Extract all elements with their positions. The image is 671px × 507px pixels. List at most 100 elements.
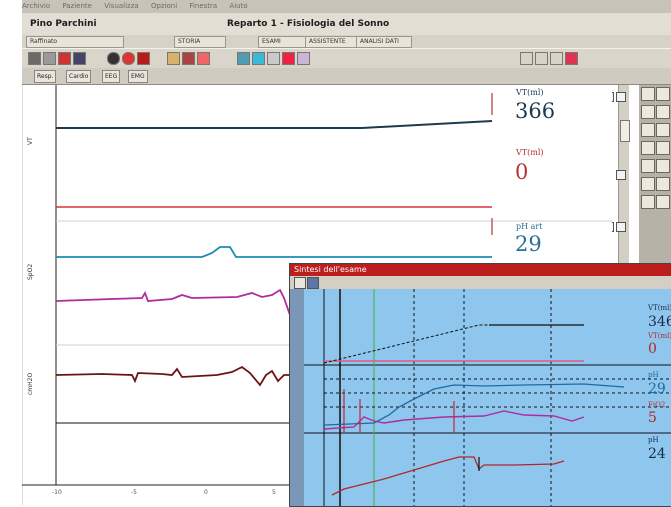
- side-tool-13-icon[interactable]: [641, 195, 655, 209]
- overlay-titlebar[interactable]: Sintesi dell'esame: [290, 264, 671, 276]
- channel-3-label: pH art: [516, 222, 543, 231]
- overlay-readout-2-value: 0: [648, 341, 657, 357]
- info-bar: Raffinato STORIA ESAMI ASSISTENTE ANALIS…: [22, 35, 671, 48]
- x-tick-2: -5: [131, 489, 137, 496]
- menu-opzioni[interactable]: Opzioni: [150, 2, 178, 10]
- circle-tool-icon[interactable]: [107, 52, 120, 65]
- fit-icon[interactable]: [550, 52, 563, 65]
- chart-icon[interactable]: [237, 52, 250, 65]
- grid-icon[interactable]: [252, 52, 265, 65]
- channel-1-value: 366: [515, 99, 556, 123]
- menu-visualizza[interactable]: Visualizza: [104, 2, 139, 10]
- overlay-readout-4-label: FiO2: [648, 401, 666, 409]
- flag-icon[interactable]: [565, 52, 578, 65]
- menu-bar: Archivio Paziente Visualizza Opzioni Fin…: [22, 0, 671, 13]
- overlay-plot-bg: [304, 289, 671, 506]
- tab-eeg[interactable]: EEG: [102, 70, 121, 83]
- info-seg-4[interactable]: ASSISTENTE: [305, 36, 361, 48]
- info-seg-1[interactable]: Raffinato: [26, 36, 124, 48]
- overlay-readout-3-value: 29: [648, 381, 666, 397]
- overlay-plot: [304, 289, 671, 506]
- side-tool-3-icon[interactable]: [641, 105, 655, 119]
- x-tick-3: 0: [204, 489, 208, 496]
- menu-archivio[interactable]: Archivio: [22, 2, 51, 10]
- y-label-2: SpO2: [27, 264, 34, 280]
- tools-icon[interactable]: [197, 52, 210, 65]
- toolbar: [22, 48, 671, 70]
- tab-resp[interactable]: Resp.: [34, 70, 57, 83]
- overlay-window[interactable]: Sintesi dell'esame VT(ml) 346 VT(ml) 0 p…: [289, 263, 671, 507]
- trace-oxygen: [56, 246, 492, 258]
- side-tool-9-icon[interactable]: [641, 159, 655, 173]
- info-seg-2[interactable]: STORIA: [174, 36, 226, 48]
- x-tick-4: 5: [272, 489, 276, 496]
- side-tool-1-icon[interactable]: [641, 87, 655, 101]
- side-tool-12-icon[interactable]: [656, 177, 670, 191]
- side-tool-5-icon[interactable]: [641, 123, 655, 137]
- side-toolpanel: [639, 85, 671, 265]
- menu-finestra[interactable]: Finestra: [189, 2, 218, 10]
- overlay-title: Sintesi dell'esame: [294, 265, 367, 274]
- side-tool-11-icon[interactable]: [641, 177, 655, 191]
- tab-cardio[interactable]: Cardio: [66, 70, 92, 83]
- scroll-thumb[interactable]: [620, 120, 630, 142]
- folder-icon[interactable]: [167, 52, 180, 65]
- channel-2-value: 0: [515, 160, 529, 184]
- tab-bar: Resp. Cardio EEG EMG: [22, 68, 671, 85]
- overlay-readout-4-value: 5: [648, 410, 657, 426]
- x-tick-1: -10: [52, 489, 62, 496]
- overlay-readout-2-label: VT(ml): [648, 332, 671, 340]
- zoom-in-icon[interactable]: [520, 52, 533, 65]
- channel-1-up-button[interactable]: [616, 92, 626, 102]
- info-seg-3[interactable]: ESAMI: [258, 36, 310, 48]
- trace-magenta: [55, 288, 298, 318]
- side-tool-2-icon[interactable]: [656, 87, 670, 101]
- window-icon[interactable]: [297, 52, 310, 65]
- overlay-print-icon[interactable]: [307, 277, 319, 289]
- menu-paziente[interactable]: Paziente: [62, 2, 92, 10]
- tab-emg[interactable]: EMG: [128, 70, 148, 83]
- record-icon[interactable]: [58, 52, 71, 65]
- side-tool-4-icon[interactable]: [656, 105, 670, 119]
- view-icon[interactable]: [267, 52, 280, 65]
- module-title: Reparto 1 - Fisiologia del Sonno: [227, 19, 390, 29]
- person-icon[interactable]: [182, 52, 195, 65]
- overlay-trace-magenta: [323, 410, 585, 430]
- info-seg-5[interactable]: ANALISI DATI: [356, 36, 412, 48]
- side-tool-14-icon[interactable]: [656, 195, 670, 209]
- patient-name: Pino Parchini: [30, 19, 97, 29]
- overlay-trace-blue: [323, 383, 625, 426]
- channel-1-label: VT(ml): [516, 88, 544, 97]
- overlay-readout-1-label: VT(ml): [648, 304, 671, 312]
- alert-icon[interactable]: [122, 52, 135, 65]
- zoom-out-icon[interactable]: [535, 52, 548, 65]
- patient-header: Pino Parchini Reparto 1 - Fisiologia del…: [22, 13, 671, 36]
- side-tool-8-icon[interactable]: [656, 141, 670, 155]
- y-label-1: VT: [27, 137, 34, 145]
- side-tool-6-icon[interactable]: [656, 123, 670, 137]
- channel-3-up-button[interactable]: [616, 222, 626, 232]
- overlay-readout-5-label: pH: [648, 436, 659, 444]
- overlay-readout-5-value: 24: [648, 446, 666, 462]
- channel-2-label: VT(ml): [516, 148, 544, 157]
- side-tool-10-icon[interactable]: [656, 159, 670, 173]
- marker-icon[interactable]: [282, 52, 295, 65]
- overlay-toolbar: [290, 276, 671, 289]
- overlay-back-icon[interactable]: [294, 277, 306, 289]
- overlay-trace-ramp: [323, 324, 489, 364]
- save-icon[interactable]: [43, 52, 56, 65]
- menu-aiuto[interactable]: Aiuto: [229, 2, 248, 10]
- y-label-3: cmH2O: [27, 373, 34, 395]
- trace-ventilation: [56, 120, 493, 129]
- overlay-trace-bottom: [331, 456, 565, 496]
- trace-darkred: [55, 365, 292, 387]
- channel-2-up-button[interactable]: [616, 170, 626, 180]
- channel-3-value: 29: [515, 232, 542, 256]
- print-icon[interactable]: [28, 52, 41, 65]
- overlay-readout-3-label: pH: [648, 371, 659, 379]
- stop-icon[interactable]: [137, 52, 150, 65]
- overlay-spikes: [343, 389, 455, 433]
- overlay-readout-1-value: 346: [648, 314, 671, 330]
- side-tool-7-icon[interactable]: [641, 141, 655, 155]
- settings-icon[interactable]: [73, 52, 86, 65]
